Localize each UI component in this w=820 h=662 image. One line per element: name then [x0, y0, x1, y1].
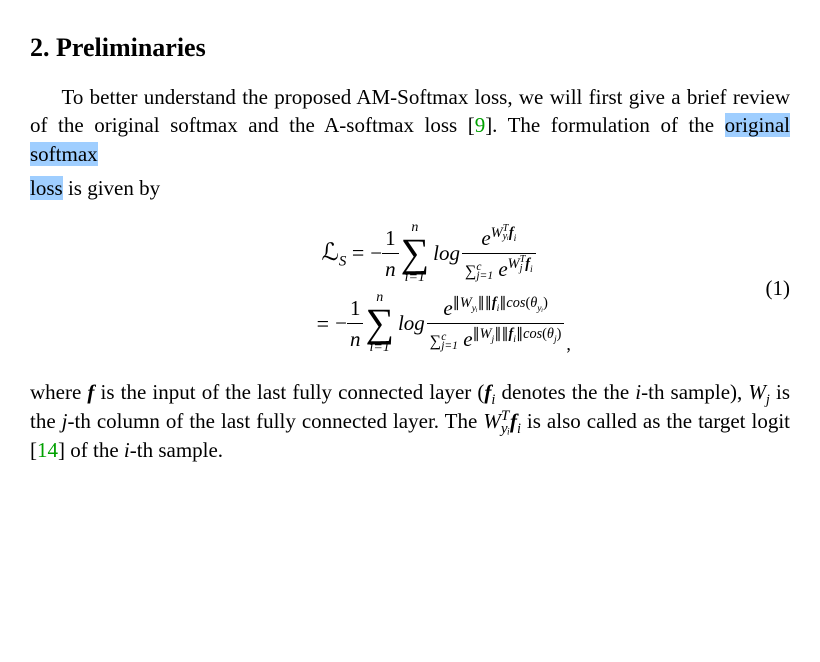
- subscript-S: S: [339, 254, 346, 270]
- citation-14[interactable]: 14: [37, 438, 58, 462]
- text: where: [30, 380, 87, 404]
- denominator-n: n: [382, 254, 399, 283]
- e: e: [443, 296, 452, 320]
- symbol-W: W: [483, 409, 501, 433]
- symbol-Wj: W: [748, 380, 766, 404]
- equation-lhs-2: =: [249, 309, 335, 339]
- frac-1-over-n-2: 1 n: [347, 294, 364, 354]
- denominator-sum-exp-cos: ∑cj=1 e∥Wj∥∥fi∥cos(θj): [427, 324, 565, 353]
- e: e: [463, 327, 472, 351]
- equation-number: (1): [766, 274, 791, 302]
- section-heading: 2. Preliminaries: [30, 30, 790, 65]
- equals-sign: =: [317, 311, 329, 336]
- citation-9[interactable]: 9: [475, 113, 486, 137]
- trailing-comma: ,: [566, 332, 571, 356]
- denominator-sum-exp: ∑cj=1 eWTjfi: [462, 254, 536, 283]
- text: ] of the: [58, 438, 124, 462]
- e: e: [498, 257, 507, 281]
- symbol-L: ℒ: [322, 240, 339, 266]
- exponent-WTyi-fi: WTyᵢfi: [491, 225, 517, 241]
- supsub-T-yi: Tyᵢ: [501, 410, 510, 436]
- text: -th sample),: [641, 380, 748, 404]
- sigma-icon: ∑: [365, 305, 394, 341]
- paragraph-explain: where f is the input of the last fully c…: [30, 378, 790, 464]
- frac-softmax-cos: e∥Wyᵢ∥∥fi∥cos(θyᵢ) ∑cj=1 e∥Wj∥∥fi∥cos(θj…: [427, 294, 565, 354]
- sigma-icon: ∑: [401, 235, 430, 271]
- exponent-WTj-fi: WTjfi: [508, 256, 533, 272]
- paragraph-intro: To better understand the proposed AM-Sof…: [30, 83, 790, 168]
- e: e: [481, 226, 490, 250]
- denominator-n: n: [347, 324, 364, 353]
- sum-lower-i: i=1: [365, 341, 394, 355]
- highlight-loss: loss: [30, 176, 63, 200]
- frac-1-over-n: 1 n: [382, 224, 399, 284]
- text: -th sample.: [130, 438, 223, 462]
- symbol-f: f: [510, 409, 517, 433]
- inline-sum-j: ∑cj=1: [465, 263, 493, 280]
- numerator-1: 1: [347, 294, 364, 324]
- log: log: [433, 239, 460, 267]
- paragraph-intro-cont: loss is given by: [30, 174, 790, 202]
- exponent-norm-cos-yi: ∥Wyᵢ∥∥fi∥cos(θyᵢ): [453, 295, 548, 311]
- sum-lower-i: i=1: [401, 271, 430, 285]
- log: log: [398, 309, 425, 337]
- sum-i-2: n ∑ i=1: [365, 291, 394, 355]
- equation-row-2: = − 1 n n ∑ i=1 log e∥Wyᵢ∥∥fi∥cos(θyᵢ) ∑…: [30, 290, 790, 356]
- equation-row-1: ℒS = − 1 n n ∑ i=1 log eWTyᵢfi ∑cj=1 eWT…: [30, 220, 790, 286]
- minus-sign: −: [335, 309, 347, 337]
- text: -th column of the last fully connected l…: [68, 409, 484, 433]
- numerator-exp-cos: e∥Wyᵢ∥∥fi∥cos(θyᵢ): [427, 294, 565, 324]
- inline-sum-j: ∑cj=1: [430, 333, 458, 350]
- text: is the input of the last fully connected…: [94, 380, 484, 404]
- text: denotes the the: [495, 380, 635, 404]
- equals-sign: =: [352, 240, 364, 265]
- minus-sign: −: [370, 239, 382, 267]
- exponent-norm-cos-j: ∥Wj∥∥fi∥cos(θj): [473, 326, 562, 342]
- frac-softmax: eWTyᵢfi ∑cj=1 eWTjfi: [462, 224, 536, 284]
- equation-lhs: ℒS =: [284, 237, 370, 269]
- text: ]. The formulation of the: [485, 113, 724, 137]
- equation-1: ℒS = − 1 n n ∑ i=1 log eWTyᵢfi ∑cj=1 eWT…: [30, 220, 790, 356]
- numerator-exp: eWTyᵢfi: [462, 224, 536, 254]
- numerator-1: 1: [382, 224, 399, 254]
- sum-i: n ∑ i=1: [401, 221, 430, 285]
- text: is given by: [63, 176, 160, 200]
